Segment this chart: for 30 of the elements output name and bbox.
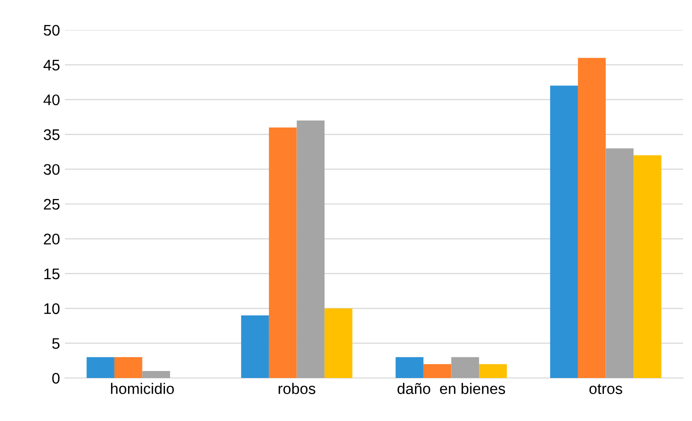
bar	[114, 357, 142, 378]
y-tick-label: 5	[52, 338, 60, 349]
y-tick-label: 25	[44, 198, 60, 210]
y-tick-label: 10	[44, 303, 60, 314]
bar	[142, 371, 170, 378]
bar	[423, 364, 452, 378]
y-tick-label: 45	[44, 60, 60, 70]
bar	[324, 308, 352, 378]
x-tick-label: robos	[278, 382, 316, 394]
y-tick-label: 35	[44, 129, 60, 140]
x-tick-label: otros	[589, 384, 622, 394]
y-tick-label: 30	[44, 164, 60, 175]
bar	[550, 86, 578, 378]
y-tick-label: 15	[44, 268, 60, 280]
bar	[451, 357, 480, 378]
x-tick-label: homicidio	[111, 382, 174, 394]
y-tick-label: 20	[44, 234, 60, 244]
bar	[296, 120, 325, 378]
bar	[479, 364, 507, 378]
bar	[268, 127, 297, 378]
bar	[86, 357, 114, 378]
bar	[578, 58, 606, 378]
x-tick-label: daño en bienes	[398, 382, 506, 394]
y-tick-label: 0	[52, 372, 60, 384]
bar	[396, 357, 424, 378]
bar	[634, 155, 662, 378]
bar	[241, 315, 269, 378]
y-tick-label: 50	[44, 24, 60, 36]
y-tick-label: 40	[44, 94, 60, 106]
bar	[606, 148, 634, 378]
